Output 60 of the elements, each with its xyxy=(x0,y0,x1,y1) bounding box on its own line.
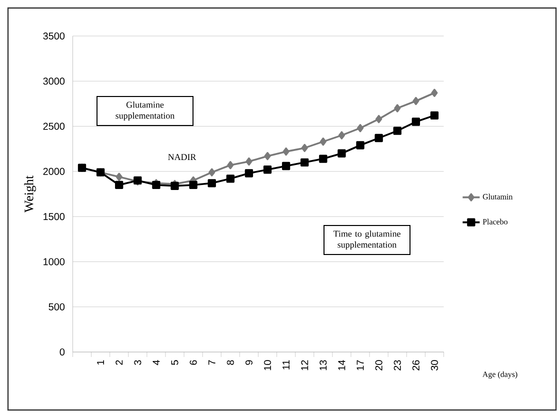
y-axis-title: Weight xyxy=(24,176,36,213)
point xyxy=(115,180,124,190)
point xyxy=(338,131,345,140)
x-tick-label: 4 xyxy=(152,360,160,366)
point xyxy=(189,180,198,190)
y-tick-label: 2000 xyxy=(43,168,65,175)
point xyxy=(320,138,326,146)
point xyxy=(431,88,438,97)
y-tick-label: 3500 xyxy=(43,32,65,40)
point xyxy=(301,144,308,152)
point xyxy=(319,154,328,163)
point xyxy=(374,134,383,142)
point xyxy=(412,118,420,126)
point xyxy=(282,147,290,156)
point xyxy=(226,174,234,183)
point xyxy=(244,169,254,178)
x-tick-label: 11 xyxy=(282,360,290,370)
x-tick-label: 2 xyxy=(116,360,123,365)
point xyxy=(263,166,272,174)
x-tick-label: 1 xyxy=(97,360,104,365)
x-tick-label: 10 xyxy=(264,360,272,370)
x-tick-label: 6 xyxy=(190,360,197,365)
point xyxy=(430,111,439,120)
x-tick-label: 13 xyxy=(320,360,327,370)
y-tick-label: 2500 xyxy=(43,122,65,130)
point xyxy=(116,172,122,181)
y-tick-label: 3000 xyxy=(43,78,65,85)
x-tick-label: 30 xyxy=(430,360,438,370)
x-tick-label: 9 xyxy=(245,360,252,365)
x-tick-label: 26 xyxy=(412,360,420,370)
x-tick-label: 8 xyxy=(226,360,234,365)
x-tick-label: 17 xyxy=(356,360,364,370)
point xyxy=(264,152,271,160)
annotation: Glutamine supplementation xyxy=(116,101,175,121)
y-tick-label: 500 xyxy=(48,303,65,310)
point xyxy=(300,158,309,166)
point xyxy=(394,104,401,112)
point xyxy=(376,114,382,124)
point xyxy=(393,126,402,135)
y-tick-label: 1500 xyxy=(44,213,65,220)
x-tick-label: 7 xyxy=(208,360,216,365)
point xyxy=(227,161,234,170)
point xyxy=(356,141,364,150)
x-tick-label: 12 xyxy=(301,360,308,370)
point xyxy=(208,168,216,176)
point xyxy=(338,149,346,158)
point xyxy=(246,157,252,166)
point xyxy=(356,124,364,132)
x-tick-label: 20 xyxy=(375,360,382,370)
x-tick-label: 5 xyxy=(171,360,178,365)
y-tick-label: 0 xyxy=(60,348,65,356)
point xyxy=(412,96,420,106)
point xyxy=(208,179,216,188)
x-tick-label: 3 xyxy=(134,360,142,365)
y-tick-label: 1000 xyxy=(44,258,65,266)
x-tick-label: 23 xyxy=(394,360,401,370)
x-tick-label: 14 xyxy=(338,360,346,370)
annotation: NADIR xyxy=(168,154,196,160)
annotation: Time to glutamine supplementation xyxy=(333,230,400,250)
point xyxy=(282,162,290,170)
